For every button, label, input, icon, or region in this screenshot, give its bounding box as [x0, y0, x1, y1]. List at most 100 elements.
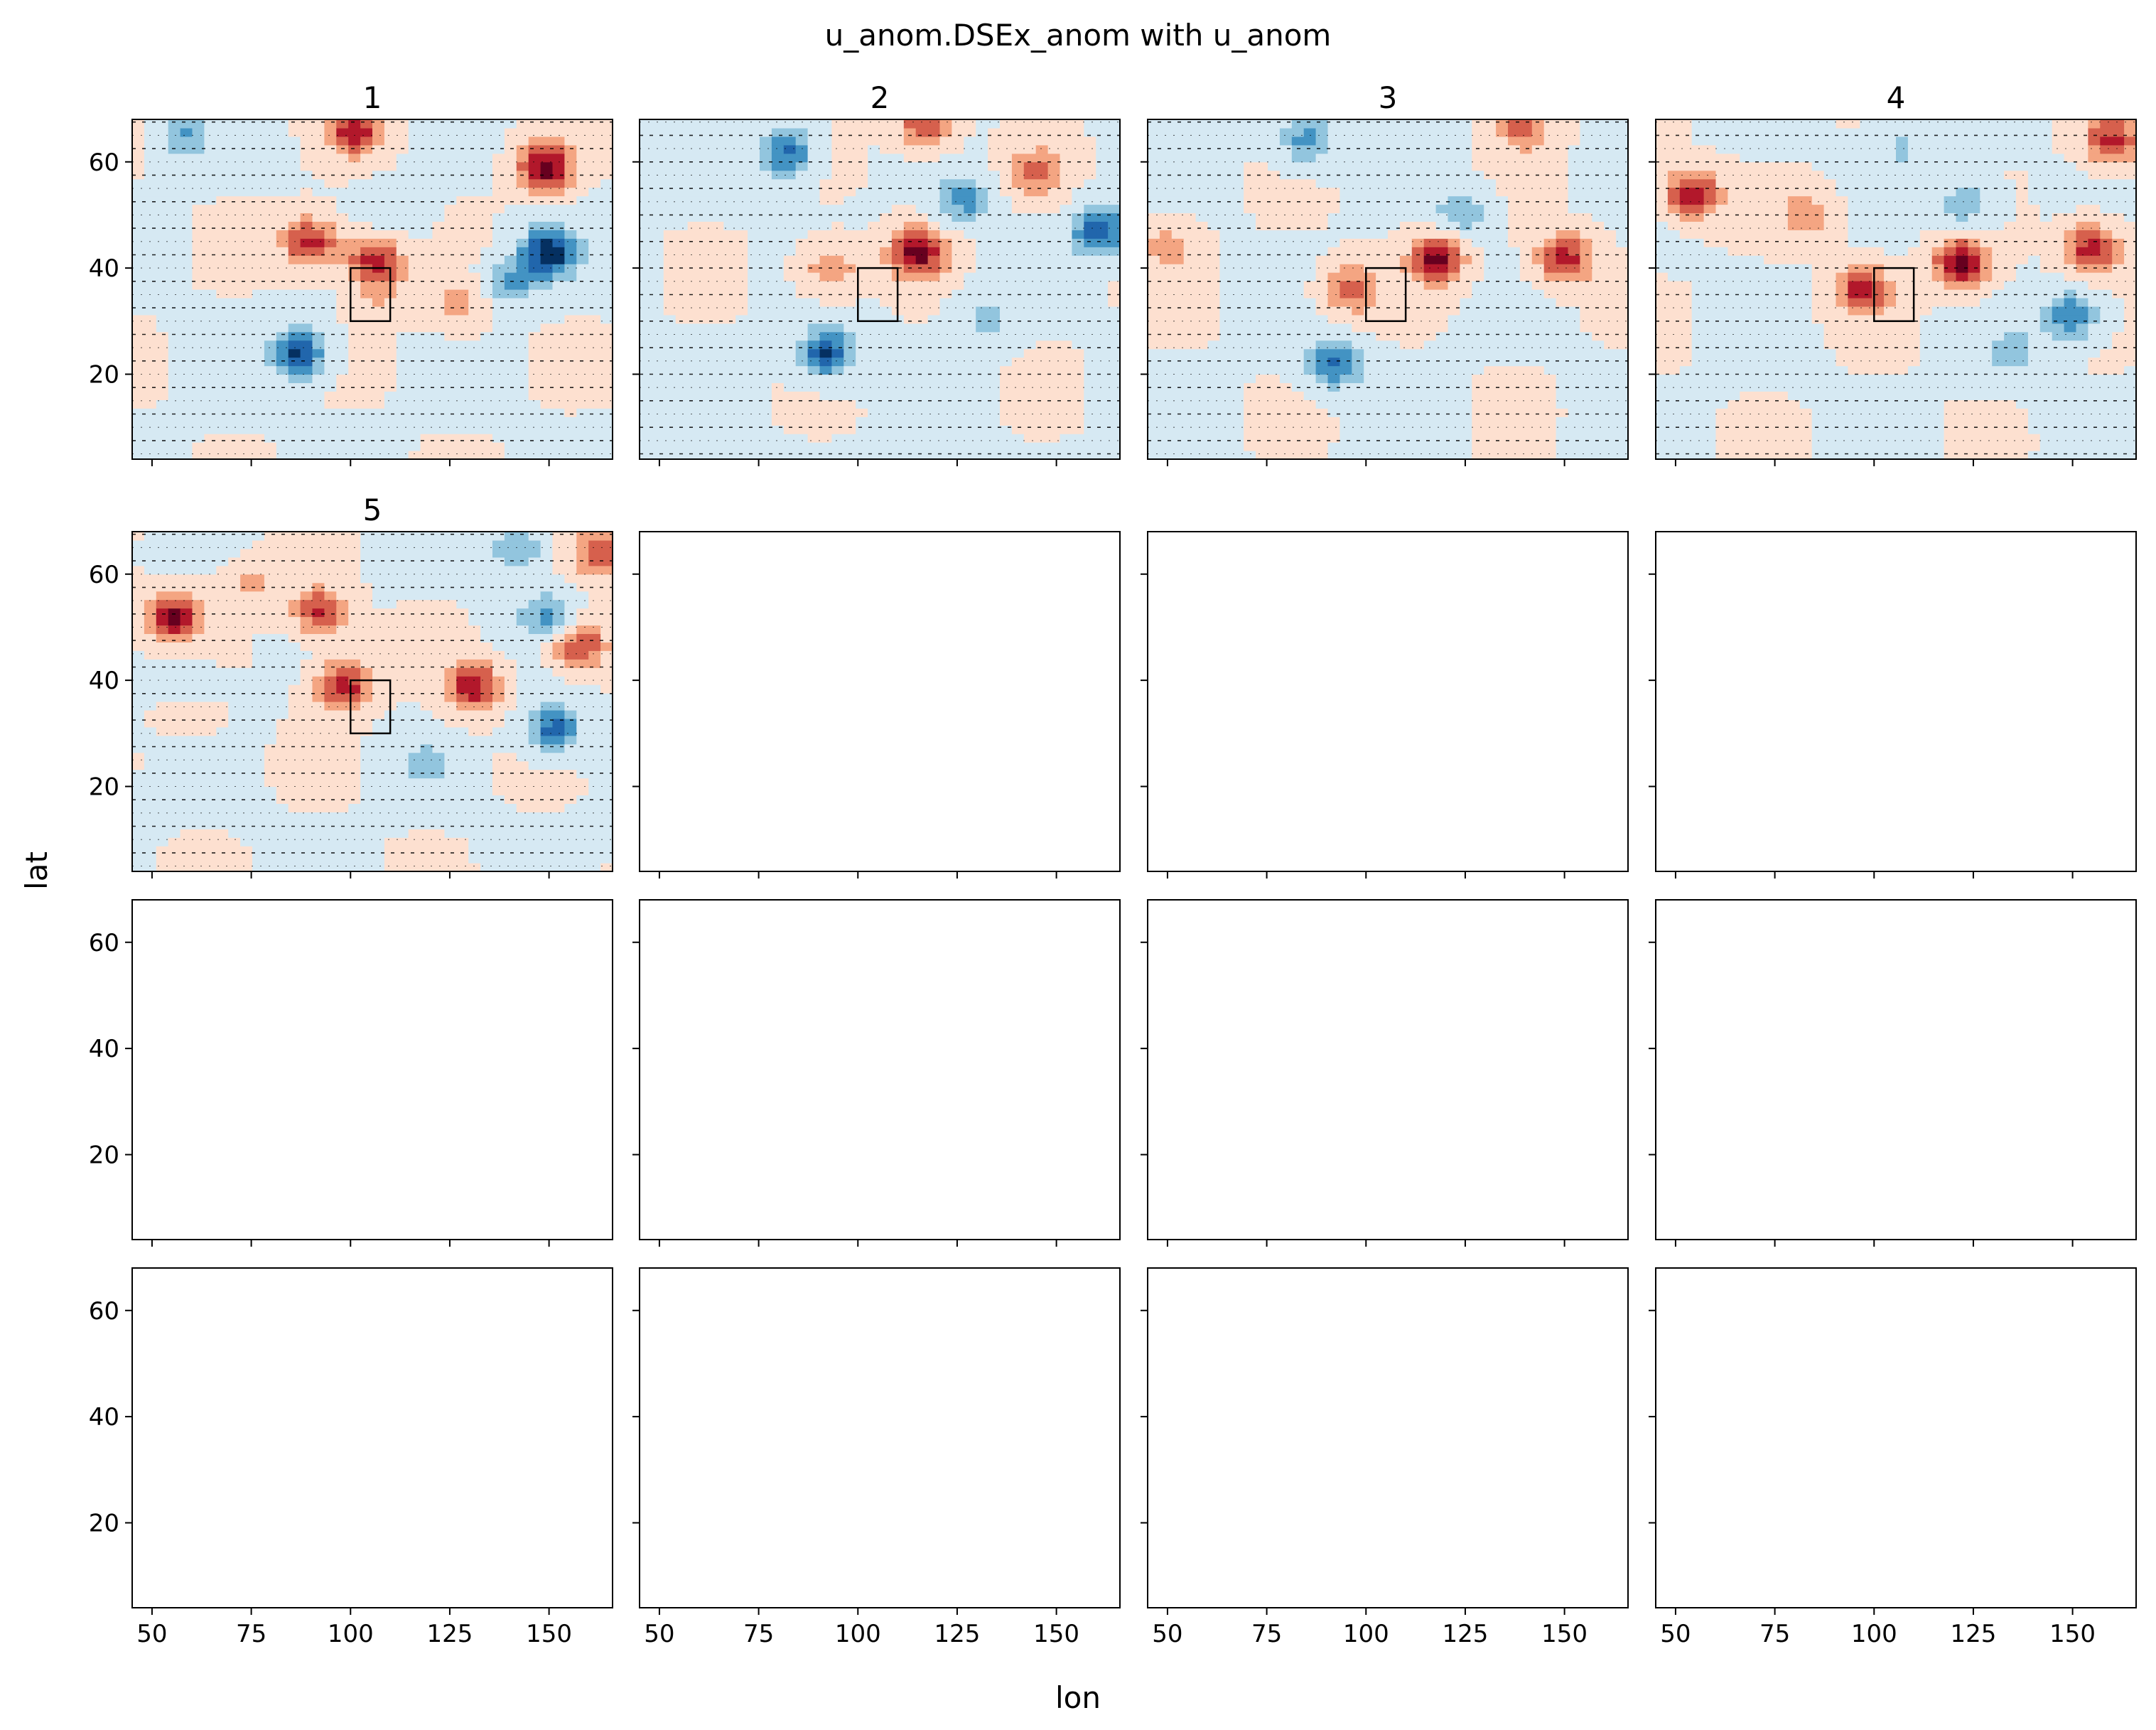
field-cell [1543, 434, 1557, 443]
field-cell [408, 382, 421, 392]
field-cell [1159, 382, 1173, 392]
field-cell [1592, 391, 1605, 400]
field-cell [168, 323, 181, 333]
field-cell [952, 374, 964, 384]
field-cell [432, 127, 445, 137]
field-cell [964, 442, 976, 451]
field-cell [1352, 357, 1364, 367]
field-cell [1376, 374, 1389, 384]
field-cell [336, 408, 349, 417]
field-cell [504, 264, 517, 273]
field-cell [240, 255, 253, 264]
field-cell [576, 331, 589, 341]
field-cell [1460, 221, 1472, 230]
field-cell [735, 238, 748, 247]
field-cell [819, 161, 832, 171]
field-cell [1568, 374, 1580, 384]
field-cell [1047, 144, 1061, 154]
region-box [1365, 267, 1407, 323]
field-cell [831, 451, 844, 459]
field-cell [1340, 178, 1352, 188]
field-cell [492, 281, 505, 290]
field-cell [831, 331, 844, 341]
field-cell [576, 417, 589, 426]
field-cell [204, 348, 217, 358]
field-cell [144, 136, 157, 146]
field-cell [1303, 323, 1317, 333]
field-cell [1171, 272, 1185, 281]
field-cell [1364, 127, 1376, 137]
field-cell [288, 442, 301, 451]
field-cell [456, 204, 469, 214]
field-cell [891, 408, 905, 417]
field-cell [492, 247, 505, 256]
field-cell [204, 178, 217, 188]
field-cell [576, 195, 589, 205]
field-cell [396, 297, 409, 307]
field-cell [1423, 127, 1437, 137]
field-cell [640, 153, 652, 163]
field-cell [663, 153, 677, 163]
field-cell [1279, 306, 1293, 316]
field-cell [444, 297, 457, 307]
field-cell [156, 119, 169, 129]
field-cell [264, 442, 277, 451]
field-cell [312, 204, 325, 214]
field-cell [1472, 451, 1484, 459]
field-cell [168, 348, 181, 358]
field-cell [1183, 340, 1197, 350]
field-cell [988, 255, 1001, 264]
field-cell [1556, 247, 1569, 256]
field-cell [1148, 230, 1160, 239]
field-cell [216, 204, 229, 214]
field-cell [1195, 238, 1209, 247]
field-cell [384, 391, 397, 400]
field-cell [1399, 331, 1413, 341]
field-cell [771, 289, 785, 299]
field-cell [1556, 399, 1569, 409]
field-cell [1604, 170, 1617, 180]
panel-3: 3 [1141, 80, 1629, 466]
field-cell [1256, 195, 1268, 205]
field-cell [504, 399, 517, 409]
field-cell [819, 221, 832, 230]
field-cell [1327, 153, 1340, 163]
field-cell [1195, 230, 1209, 239]
field-cell [1256, 272, 1268, 281]
field-cell [1035, 170, 1049, 180]
field-cell [300, 289, 313, 299]
field-cell [1011, 247, 1025, 256]
field-cell [396, 357, 409, 367]
field-cell [156, 297, 169, 307]
field-cell [699, 391, 712, 400]
field-cell [300, 136, 313, 146]
field-cell [891, 374, 905, 384]
field-cell [1023, 178, 1037, 188]
y-axis-label: lat [19, 851, 54, 890]
field-cell [300, 348, 313, 358]
field-cell [408, 365, 421, 375]
field-cell [552, 399, 565, 409]
field-cell [1568, 272, 1580, 281]
field-cell [1496, 230, 1509, 239]
field-cell [336, 178, 349, 188]
field-cell [1423, 255, 1437, 264]
field-cell [760, 264, 772, 273]
field-cell [360, 272, 373, 281]
field-cell [528, 264, 541, 273]
field-cell [711, 119, 724, 129]
field-cell [132, 442, 145, 451]
field-cell [504, 306, 517, 316]
field-cell [1592, 230, 1605, 239]
axes-frame [131, 119, 613, 460]
field-cell [564, 348, 577, 358]
field-cell [915, 213, 929, 222]
field-cell [1171, 374, 1185, 384]
field-cell [1484, 119, 1497, 129]
field-cell [312, 187, 325, 197]
field-cell [552, 213, 565, 222]
field-cell [264, 178, 277, 188]
field-cell [276, 425, 289, 434]
field-cell [1352, 255, 1364, 264]
field-cell [540, 119, 554, 129]
